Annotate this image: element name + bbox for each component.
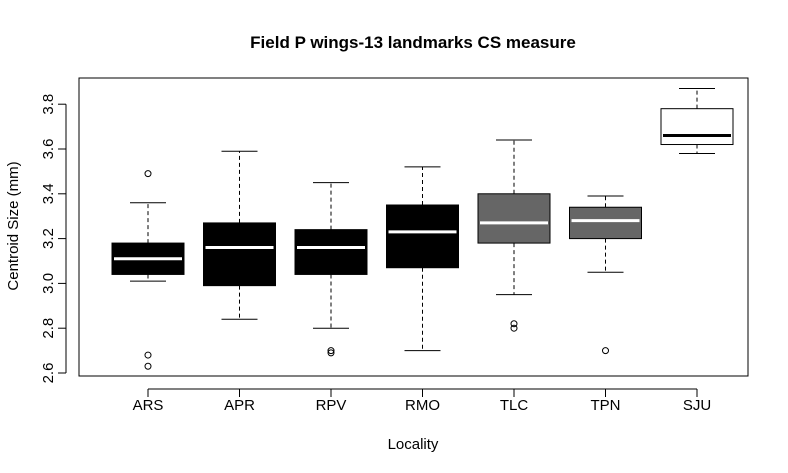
y-tick-label: 3.0	[40, 273, 57, 294]
y-tick-label: 3.4	[40, 183, 57, 204]
y-tick-label: 3.2	[40, 228, 57, 249]
plot-frame	[78, 77, 749, 377]
box-tpn	[569, 206, 642, 240]
box-sju	[660, 108, 734, 146]
x-tick-label: SJU	[683, 397, 711, 414]
x-tick-label: TLC	[500, 397, 529, 414]
x-tick-label: ARS	[133, 397, 164, 414]
x-tick-label: APR	[224, 397, 255, 414]
y-tick-label: 3.6	[40, 139, 57, 160]
plot-area: 2.6 2.8 3.0 3.2 3.4 3.6 3.8 ARS APR RPV RMO TLC TPN S…	[40, 88, 734, 414]
outlier-point	[602, 347, 609, 355]
y-tick-label: 3.8	[40, 94, 57, 115]
x-axis-label: Locality	[388, 436, 439, 453]
box-rmo	[386, 204, 459, 269]
outlier-point	[144, 362, 152, 370]
box-tlc	[477, 193, 551, 244]
outlier-point	[144, 170, 152, 178]
box-apr	[203, 222, 276, 287]
x-tick-label: TPN	[591, 397, 621, 414]
outlier-point	[327, 349, 335, 357]
outlier-point	[510, 320, 518, 328]
outlier-point	[327, 347, 335, 355]
x-tick-label: RMO	[405, 397, 440, 414]
y-tick-label: 2.6	[40, 363, 57, 384]
box-rpv	[294, 229, 368, 275]
y-tick-label: 2.8	[40, 318, 57, 339]
chart-title: Field P wings-13 landmarks CS measure	[250, 33, 576, 52]
outlier-point	[510, 324, 518, 332]
y-axis-label: Centroid Size (mm)	[5, 161, 22, 290]
outlier-point	[144, 351, 152, 359]
x-tick-label: RPV	[316, 397, 347, 414]
